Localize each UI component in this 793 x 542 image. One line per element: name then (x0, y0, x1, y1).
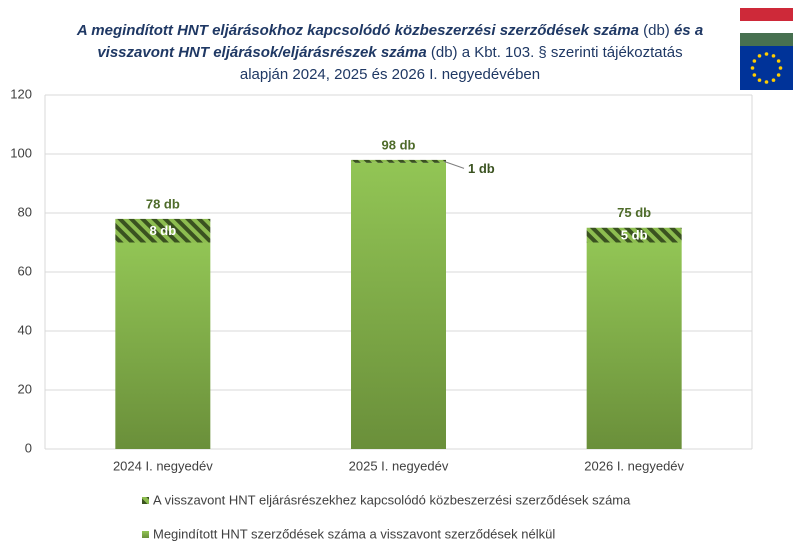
x-tick-label: 2024 I. negyedév (113, 458, 213, 473)
y-tick-label: 120 (10, 86, 32, 101)
bar-segment (586, 227, 682, 243)
title-part: és a (674, 22, 703, 39)
title-part: (db) a Kbt. 103. § szerinti tájékoztatás (427, 44, 683, 61)
bar-segment (115, 242, 211, 449)
star (752, 59, 757, 63)
star (764, 52, 769, 56)
star (752, 73, 757, 77)
x-tick-label: 2025 I. negyedév (349, 458, 449, 473)
y-tick-label: 100 (10, 145, 32, 160)
star (776, 73, 781, 77)
legend-swatch (142, 497, 149, 504)
y-tick-label: 60 (18, 263, 32, 278)
star (764, 80, 769, 84)
bar-segment (115, 218, 211, 243)
title-line: alapján 2024, 2025 és 2026 I. negyedévéb… (240, 66, 540, 83)
title-line: visszavont HNT eljárások/eljárásrészek s… (97, 44, 682, 61)
title-part: visszavont HNT eljárások/eljárásrészek s… (97, 44, 426, 61)
x-tick-label: 2026 I. negyedév (584, 458, 684, 473)
star (757, 78, 762, 82)
y-tick-label: 80 (18, 204, 32, 219)
title-part: alapján 2024, 2025 és 2026 I. negyedévéb… (240, 66, 540, 83)
chart-title: A megindított HNT eljárásokhoz kapcsolód… (76, 22, 703, 83)
y-tick-label: 0 (25, 440, 32, 455)
data-label: 8 db (149, 223, 176, 238)
legend-swatch (142, 531, 149, 538)
legend-label: Megindított HNT szerződések száma a viss… (153, 526, 555, 541)
star (776, 59, 781, 63)
total-label: 78 db (146, 196, 180, 211)
bar-segment (351, 162, 446, 449)
bar-segment (351, 159, 446, 163)
y-tick-label: 20 (18, 381, 32, 396)
star (771, 54, 776, 58)
star (778, 66, 783, 70)
leader-line (443, 160, 465, 169)
data-label: 1 db (468, 161, 495, 176)
title-part: A megindított HNT eljárásokhoz kapcsolód… (76, 22, 639, 39)
data-label: 5 db (621, 228, 648, 243)
title-part: (db) (639, 22, 674, 39)
legend-label: A visszavont HNT eljárásrészekhez kapcso… (153, 492, 631, 507)
y-tick-label: 40 (18, 322, 32, 337)
star (757, 54, 762, 58)
star (771, 78, 776, 82)
flag-eu (740, 46, 793, 90)
total-label: 75 db (617, 205, 651, 220)
bar-segment (586, 242, 682, 449)
flag-hu (740, 8, 793, 46)
title-line: A megindított HNT eljárásokhoz kapcsolód… (76, 22, 703, 39)
star (750, 66, 755, 70)
total-label: 98 db (382, 137, 416, 152)
